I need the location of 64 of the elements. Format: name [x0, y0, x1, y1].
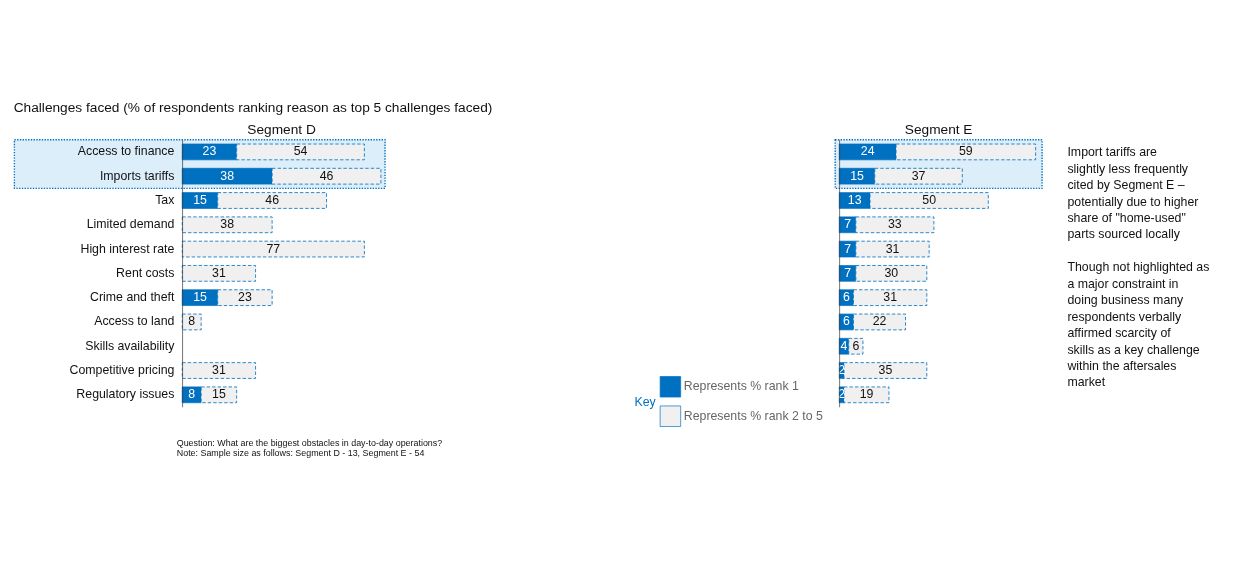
y-tick-label: Rent costs	[116, 265, 175, 280]
y-tick-label: Tax	[155, 192, 176, 207]
bar	[181, 265, 256, 282]
text: Though not highlighted as a major constraint in doing business many respondents verbally affirmed scarcity of skills as a key challenge within the aftersales market	[1066, 260, 1210, 390]
y-tick-label: Access to land	[94, 314, 175, 329]
data-label: 31	[885, 241, 900, 256]
data-label: 2	[838, 362, 846, 377]
data-label: 7	[844, 265, 852, 280]
data-label: 13	[847, 192, 862, 207]
text: Import tariffs are slightly less frequently cited by Segment E – potentially due to higher share of "home-used" parts sourced locally	[1067, 145, 1199, 242]
data-label: 23	[238, 290, 252, 305]
data-label: 6	[852, 338, 860, 353]
text: Challenges faced (% of respondents ranking reason as top 5 challenges faced)	[13, 99, 493, 115]
y-tick-label: Crime and theft	[90, 290, 175, 305]
data-label: 15	[193, 290, 207, 305]
bar	[181, 216, 273, 234]
y-tick-label: Competitive pricing	[69, 362, 175, 377]
data-label: 4	[840, 338, 848, 353]
legend-label: Represents % rank 1	[683, 379, 800, 394]
bar	[843, 362, 928, 379]
data-label: 38	[220, 168, 235, 183]
data-label: 31	[212, 362, 226, 377]
data-label: 7	[844, 217, 852, 232]
data-label: 22	[872, 314, 887, 329]
data-label: 46	[265, 192, 280, 207]
bar	[181, 362, 256, 379]
chart-title: Segment E	[904, 121, 973, 137]
data-label: 15	[193, 192, 207, 207]
chart-title: Segment D	[247, 121, 316, 137]
bar	[181, 240, 365, 258]
data-label: 7	[844, 241, 852, 256]
y-tick-label: Limited demand	[86, 217, 175, 232]
data-label: 24	[860, 144, 875, 159]
data-label: 8	[188, 314, 196, 329]
data-label: 59	[958, 144, 973, 159]
data-label: 6	[842, 314, 850, 329]
data-label: 38	[220, 217, 235, 232]
data-label: 15	[212, 387, 226, 402]
legend-title: Key	[634, 394, 657, 409]
data-label: 2	[838, 387, 846, 402]
text: Question: What are the biggest obstacles in day-to-day operations?	[176, 437, 443, 448]
data-label: 15	[850, 168, 865, 183]
y-tick-label: Imports tariffs	[99, 168, 175, 183]
y-tick-label: High interest rate	[80, 241, 175, 256]
data-label: 33	[888, 217, 902, 232]
data-label: 31	[883, 290, 898, 305]
y-tick-label: Skills availability	[85, 338, 176, 353]
data-label: 77	[266, 241, 281, 256]
bar	[843, 386, 890, 404]
y-tick-label: Access to finance	[77, 144, 175, 159]
data-label: 30	[884, 265, 899, 280]
data-label: 46	[319, 168, 334, 183]
data-label: 35	[878, 362, 893, 377]
data-label: 50	[922, 192, 937, 207]
data-label: 23	[202, 144, 217, 159]
y-tick-label: Regulatory issues	[76, 387, 175, 402]
data-label: 6	[842, 290, 850, 305]
data-label: 54	[293, 144, 308, 159]
data-label: 19	[859, 387, 874, 402]
data-label: 37	[911, 168, 926, 183]
data-label: 8	[188, 387, 196, 402]
text: Note: Sample size as follows: Segment D - 13, Segment E - 54	[176, 447, 425, 458]
data-label: 31	[212, 265, 226, 280]
legend-label: Represents % rank 2 to 5	[683, 408, 824, 423]
